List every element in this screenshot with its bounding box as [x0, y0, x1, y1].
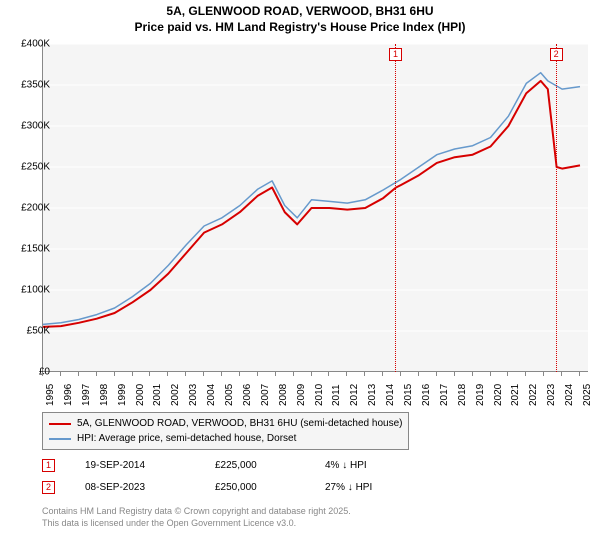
y-tick-label: £400K: [21, 39, 50, 50]
x-tick-label: 2015: [403, 384, 414, 406]
title-line-2: Price paid vs. HM Land Registry's House …: [0, 20, 600, 36]
x-tick-label: 2008: [278, 384, 289, 406]
transaction-marker: 1: [42, 459, 55, 472]
transaction-date: 08-SEP-2023: [85, 482, 185, 493]
x-tick-label: 1996: [63, 384, 74, 406]
credits-line-2: This data is licensed under the Open Gov…: [42, 518, 351, 530]
x-tick-label: 1999: [117, 384, 128, 406]
x-tick-label: 2014: [385, 384, 396, 406]
legend: 5A, GLENWOOD ROAD, VERWOOD, BH31 6HU (se…: [42, 412, 409, 450]
transaction-hpi-delta: 27% ↓ HPI: [325, 482, 405, 493]
x-tick-label: 2007: [260, 384, 271, 406]
x-tick-label: 2022: [528, 384, 539, 406]
x-tick-label: 2009: [296, 384, 307, 406]
marker-line: [395, 44, 396, 372]
legend-item: 5A, GLENWOOD ROAD, VERWOOD, BH31 6HU (se…: [49, 416, 402, 431]
x-tick-label: 2016: [421, 384, 432, 406]
x-tick-label: 2017: [439, 384, 450, 406]
x-tick-label: 2018: [457, 384, 468, 406]
x-tick-label: 2006: [242, 384, 253, 406]
x-tick-label: 2024: [564, 384, 575, 406]
y-tick-label: £50K: [27, 326, 50, 337]
transaction-price: £250,000: [215, 482, 295, 493]
x-tick-label: 2004: [206, 384, 217, 406]
legend-label: HPI: Average price, semi-detached house,…: [77, 431, 296, 446]
x-tick-label: 2010: [314, 384, 325, 406]
legend-label: 5A, GLENWOOD ROAD, VERWOOD, BH31 6HU (se…: [77, 416, 402, 431]
legend-swatch: [49, 438, 71, 440]
transaction-table: 1 19-SEP-2014 £225,000 4% ↓ HPI 2 08-SEP-2023…: [42, 454, 405, 498]
x-tick-label: 2013: [367, 384, 378, 406]
y-tick-label: £150K: [21, 244, 50, 255]
transaction-row: 1 19-SEP-2014 £225,000 4% ↓ HPI: [42, 454, 405, 476]
x-tick-label: 2025: [582, 384, 593, 406]
x-tick-label: 2012: [349, 384, 360, 406]
title-line-1: 5A, GLENWOOD ROAD, VERWOOD, BH31 6HU: [0, 4, 600, 20]
title-block: 5A, GLENWOOD ROAD, VERWOOD, BH31 6HU Pri…: [0, 0, 600, 35]
x-tick-label: 1995: [45, 384, 56, 406]
marker-label: 2: [550, 48, 563, 61]
credits: Contains HM Land Registry data © Crown c…: [42, 506, 351, 529]
chart-svg: [43, 44, 589, 372]
transaction-date: 19-SEP-2014: [85, 460, 185, 471]
legend-item: HPI: Average price, semi-detached house,…: [49, 431, 402, 446]
x-tick-label: 2005: [224, 384, 235, 406]
x-tick-label: 2020: [493, 384, 504, 406]
transaction-hpi-delta: 4% ↓ HPI: [325, 460, 405, 471]
x-tick-label: 1997: [81, 384, 92, 406]
x-tick-label: 2000: [135, 384, 146, 406]
y-tick-label: £300K: [21, 121, 50, 132]
legend-swatch: [49, 423, 71, 425]
y-tick-label: £0: [39, 367, 50, 378]
chart-container: 5A, GLENWOOD ROAD, VERWOOD, BH31 6HU Pri…: [0, 0, 600, 560]
x-tick-label: 2001: [152, 384, 163, 406]
credits-line-1: Contains HM Land Registry data © Crown c…: [42, 506, 351, 518]
chart-plot-area: [42, 44, 588, 372]
x-tick-label: 2003: [188, 384, 199, 406]
x-tick-label: 2019: [475, 384, 486, 406]
marker-line: [556, 44, 557, 372]
transaction-price: £225,000: [215, 460, 295, 471]
y-tick-label: £100K: [21, 285, 50, 296]
transaction-row: 2 08-SEP-2023 £250,000 27% ↓ HPI: [42, 476, 405, 498]
y-tick-label: £250K: [21, 162, 50, 173]
y-tick-label: £350K: [21, 80, 50, 91]
x-tick-label: 2023: [546, 384, 557, 406]
x-tick-label: 1998: [99, 384, 110, 406]
x-tick-label: 2021: [510, 384, 521, 406]
transaction-marker: 2: [42, 481, 55, 494]
x-tick-label: 2011: [331, 384, 342, 406]
x-tick-label: 2002: [170, 384, 181, 406]
marker-label: 1: [389, 48, 402, 61]
y-tick-label: £200K: [21, 203, 50, 214]
